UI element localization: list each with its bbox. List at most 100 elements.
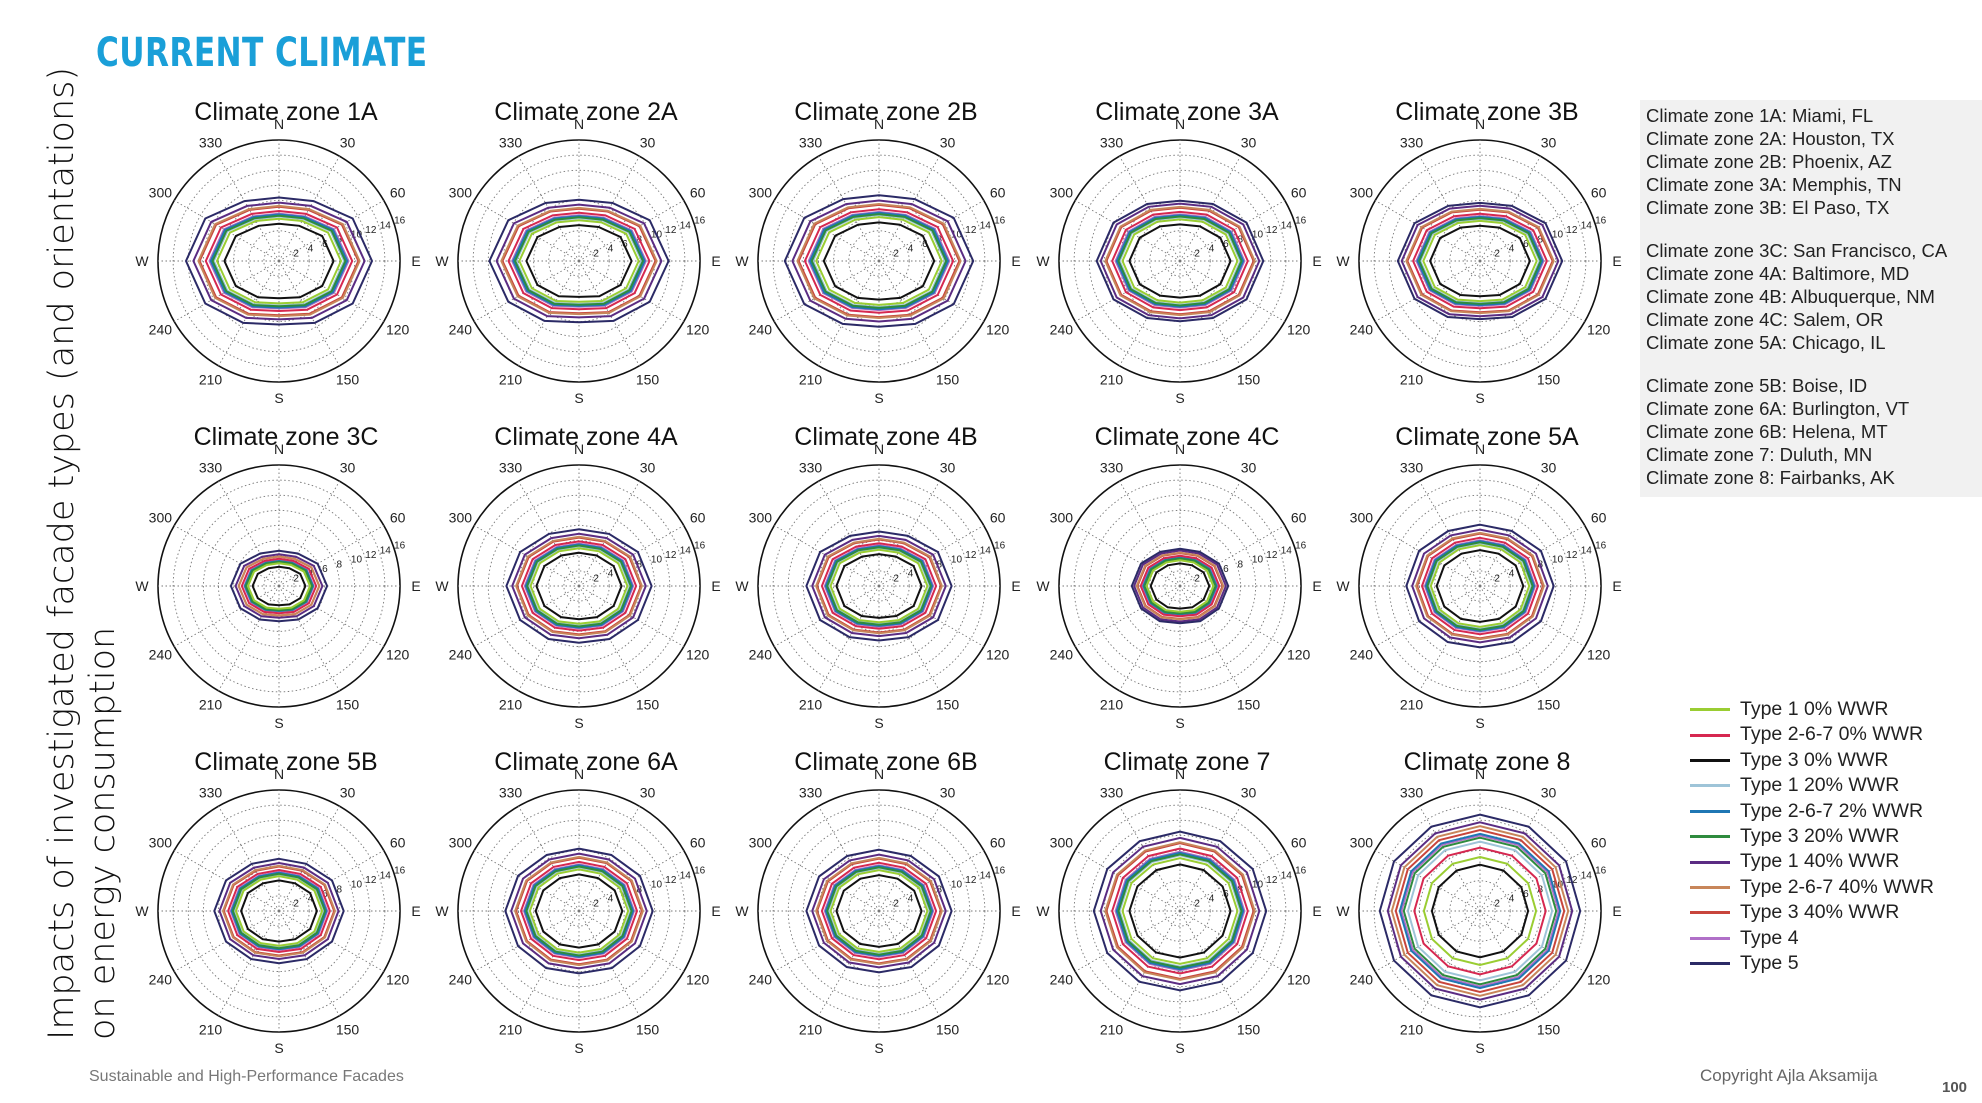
radial-tick-label: 10 bbox=[1252, 230, 1264, 241]
legend-label: Type 1 0% WWR bbox=[1740, 698, 1889, 720]
angular-tick-label: 330 bbox=[199, 784, 223, 800]
angular-tick-label: 240 bbox=[449, 647, 473, 663]
series-line bbox=[824, 545, 934, 627]
angular-tick-label: W bbox=[135, 578, 149, 594]
angular-tick-label: 240 bbox=[1050, 972, 1074, 988]
radial-tick-label: 4 bbox=[908, 569, 914, 580]
grid-ring bbox=[202, 834, 356, 988]
angular-tick-label: S bbox=[274, 390, 283, 406]
angular-tick-label: 240 bbox=[149, 647, 173, 663]
series-line bbox=[1412, 212, 1548, 310]
angular-tick-label: 120 bbox=[386, 322, 410, 338]
legend-swatch bbox=[1690, 784, 1730, 788]
radial-tick-label: 14 bbox=[680, 220, 692, 231]
angular-tick-label: 60 bbox=[690, 185, 706, 201]
series-line bbox=[520, 540, 638, 632]
grid-ring bbox=[1449, 230, 1511, 292]
footer-book-title: Sustainable and High-Performance Facades bbox=[89, 1068, 404, 1085]
legend-swatch bbox=[1690, 936, 1730, 940]
angular-tick-label: 120 bbox=[986, 322, 1010, 338]
radial-tick-label: 4 bbox=[908, 244, 914, 255]
chart-title: Climate zone 6B bbox=[794, 748, 977, 776]
series-line bbox=[1149, 562, 1211, 610]
grid-ring bbox=[863, 245, 895, 277]
grid-ring bbox=[548, 555, 610, 617]
grid-ring bbox=[802, 509, 956, 663]
grid-ring bbox=[863, 570, 895, 602]
radial-tick-label: 4 bbox=[908, 894, 914, 905]
angular-tick-label: 210 bbox=[199, 697, 223, 713]
radial-tick-label: 12 bbox=[1266, 875, 1278, 886]
radial-tick-label: 2 bbox=[1494, 248, 1500, 259]
series-line bbox=[221, 864, 337, 958]
radial-tick-label: 14 bbox=[980, 220, 992, 231]
angular-tick-label: 330 bbox=[1400, 784, 1424, 800]
angular-tick-label: E bbox=[411, 253, 420, 269]
series-line bbox=[1416, 215, 1544, 307]
series-line bbox=[1420, 536, 1540, 636]
angular-tick-label: 240 bbox=[1350, 972, 1374, 988]
climate-zone-cities-panel: Climate zone 1A: Miami, FL Climate zone 2… bbox=[1640, 100, 1982, 497]
radial-tick-label: 4 bbox=[308, 894, 314, 905]
radial-tick-label: 12 bbox=[665, 550, 677, 561]
radial-tick-label: 2 bbox=[593, 248, 599, 259]
radial-tick-label: 16 bbox=[994, 866, 1006, 877]
radial-tick-label: 8 bbox=[337, 559, 343, 570]
radial-tick-label: 12 bbox=[365, 875, 377, 886]
polar-chart: Climate zone 4CN3060E120150S210240W30033… bbox=[1036, 423, 1321, 731]
angular-tick-label: 210 bbox=[799, 697, 823, 713]
radial-tick-label: 12 bbox=[965, 550, 977, 561]
polar-chart: Climate zone 1AN3060E120150S210240W30033… bbox=[135, 98, 420, 406]
chart-title: Climate zone 7 bbox=[1104, 748, 1271, 776]
series-line bbox=[1390, 825, 1570, 997]
angular-tick-label: 150 bbox=[636, 1022, 660, 1038]
radial-tick-label: 4 bbox=[1509, 894, 1515, 905]
angular-tick-label: 60 bbox=[1291, 510, 1307, 526]
angular-tick-label: W bbox=[1036, 253, 1050, 269]
radial-tick-label: 2 bbox=[1194, 248, 1200, 259]
angular-tick-label: 60 bbox=[990, 510, 1006, 526]
legend-item: Type 2-6-7 40% WWR bbox=[1690, 875, 1934, 900]
grid-ring bbox=[787, 494, 971, 678]
grid-ring bbox=[1403, 184, 1557, 338]
chart-title: Climate zone 2A bbox=[494, 98, 678, 126]
radial-tick-label: 16 bbox=[1295, 866, 1307, 877]
radial-tick-label: 16 bbox=[994, 216, 1006, 227]
legend-item: Type 3 20% WWR bbox=[1690, 824, 1934, 849]
grid-spoke bbox=[878, 260, 940, 367]
angular-tick-label: 120 bbox=[686, 647, 710, 663]
series-line bbox=[518, 219, 640, 303]
series-line bbox=[519, 860, 639, 962]
grid-spoke bbox=[473, 585, 580, 647]
climate-zone-city: Climate zone 2A: Houston, TX bbox=[1646, 128, 1895, 149]
grid-ring bbox=[487, 494, 671, 678]
polar-chart: Climate zone 6BN3060E120150S210240W30033… bbox=[735, 748, 1020, 1056]
angular-tick-label: 240 bbox=[1350, 322, 1374, 338]
grid-ring bbox=[1449, 555, 1511, 617]
angular-tick-label: 60 bbox=[390, 835, 406, 851]
radial-tick-label: 6 bbox=[1523, 239, 1529, 250]
angular-tick-label: W bbox=[1336, 253, 1350, 269]
polar-chart: Climate zone 4BN3060E120150S210240W30033… bbox=[735, 423, 1020, 731]
radial-tick-label: 14 bbox=[980, 870, 992, 881]
angular-tick-label: 120 bbox=[686, 322, 710, 338]
polar-chart-grid: Climate zone 1AN3060E120150S210240W30033… bbox=[135, 98, 1621, 1056]
series-line bbox=[244, 560, 314, 612]
grid-ring bbox=[1088, 494, 1272, 678]
angular-tick-label: 330 bbox=[1400, 134, 1424, 150]
legend-label: Type 2-6-7 40% WWR bbox=[1740, 875, 1934, 898]
series-line bbox=[1111, 847, 1249, 975]
radial-tick-label: 14 bbox=[680, 870, 692, 881]
grid-spoke bbox=[1074, 200, 1181, 262]
radial-tick-label: 14 bbox=[1281, 220, 1293, 231]
series-line bbox=[1400, 834, 1560, 988]
angular-tick-label: 30 bbox=[940, 134, 956, 150]
grid-spoke bbox=[1074, 260, 1181, 322]
series-line bbox=[229, 549, 329, 623]
radial-tick-label: 16 bbox=[1295, 541, 1307, 552]
series-line bbox=[227, 868, 331, 954]
grid-spoke bbox=[773, 585, 880, 647]
series-line bbox=[1115, 214, 1245, 308]
series-line bbox=[835, 874, 923, 948]
polar-chart: Climate zone 7N 30 60 E 120 150 S 210 240 W 300 330… bbox=[1036, 748, 1321, 1056]
